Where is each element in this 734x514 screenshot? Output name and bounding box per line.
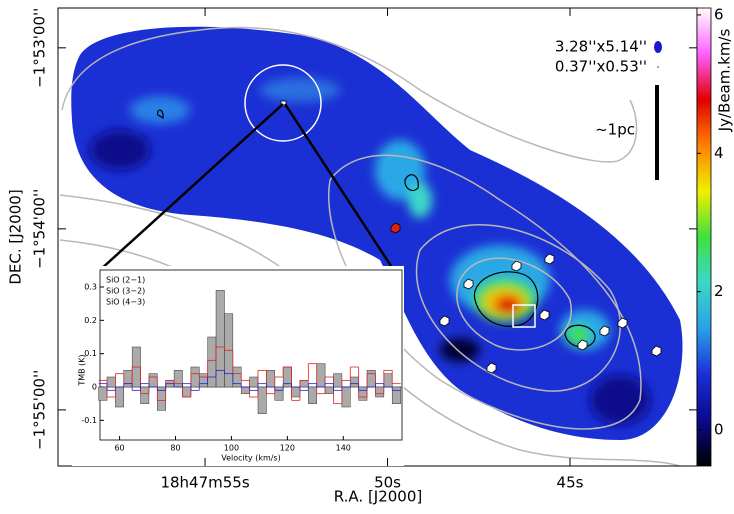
spectrum-bin	[366, 370, 376, 388]
inset-x-tick-label: 60	[114, 444, 124, 453]
inset-x-tick-label: 140	[336, 444, 351, 453]
map-structure	[90, 78, 650, 425]
x-axis-label: R.A. [J2000]	[334, 488, 423, 506]
inset-y-tick-label: 0.2	[84, 316, 97, 325]
spectrum-bin	[358, 386, 368, 401]
spectrum-aperture	[244, 64, 322, 142]
inset-background	[72, 266, 404, 466]
spectrum-bin	[316, 363, 326, 388]
x-tick-label: 18h47m55s	[160, 474, 249, 492]
map-contours	[157, 109, 596, 348]
legend-entry: SiO (4−3)	[106, 298, 145, 307]
spectrum-bin	[257, 386, 267, 414]
inset-y-tick-label: 0	[92, 383, 97, 392]
spectrum-bin	[123, 370, 133, 388]
spectrum-bin	[215, 290, 225, 388]
spectrum-bin	[350, 376, 359, 388]
inset-y-tick-label: 0.1	[84, 349, 97, 358]
spectrum-bin	[106, 376, 116, 388]
map-emission	[71, 26, 683, 440]
zoom-box	[512, 304, 536, 328]
colorbar-tick-label: 0	[714, 421, 724, 439]
spectrum-bin	[375, 386, 385, 398]
spectrum-bin	[266, 370, 276, 388]
beam-label: 3.28''x5.14''	[555, 38, 647, 56]
x-tick-label: 45s	[557, 474, 584, 492]
x-tick-label: 50s	[374, 474, 401, 492]
spectrum-bin	[341, 386, 351, 408]
spectrum-bin	[182, 386, 192, 398]
spectrum-bin	[199, 373, 208, 388]
spectrum-bin	[148, 373, 158, 388]
pointer-line	[283, 103, 397, 273]
inset-y-tick-label: -0.1	[81, 416, 97, 425]
y-tick-label: −1°54'00''	[31, 189, 49, 269]
y-tick-label: −1°55'00''	[31, 370, 49, 450]
colorbar	[696, 7, 712, 467]
colorbar-tick-label: 6	[714, 5, 724, 23]
sources	[390, 222, 662, 374]
spectrum-bin	[383, 373, 393, 388]
spectrum-bin	[140, 386, 150, 404]
spectrum-bin	[324, 386, 334, 394]
legend-entry: SiO (3−2)	[106, 287, 145, 296]
inset-x-tick-label: 120	[280, 444, 295, 453]
map-image	[59, 26, 683, 466]
colorbar-tick-label: 4	[714, 144, 724, 162]
y-tick-label: −1°53'00''	[31, 8, 49, 88]
spectrum-bin	[391, 386, 401, 404]
legend-entry: SiO (2−1)	[106, 276, 145, 285]
inset-y-label: TMB (K)	[78, 354, 87, 386]
inset-x-label: Velocity (km/s)	[221, 454, 280, 463]
y-axis-label: DEC. [J2000]	[7, 189, 25, 284]
spectrum-bin	[299, 380, 309, 388]
spectrum-bin	[115, 386, 125, 408]
inset-x-tick-label: 80	[170, 444, 180, 453]
spectrum-bin	[173, 370, 183, 388]
spectrum-bin	[291, 386, 301, 398]
spectrum-bin	[190, 366, 200, 388]
inset-frame	[99, 269, 403, 441]
scale-label: ~1pc	[595, 121, 635, 139]
beam-ellipse	[657, 66, 659, 68]
beam-label: 0.37''x0.53''	[555, 58, 647, 76]
spectrum-bin	[240, 386, 250, 394]
inset-x-tick-label: 100	[224, 444, 239, 453]
spectrum-bin	[274, 386, 284, 401]
beam-ellipse	[654, 41, 662, 53]
spectrum-bin	[249, 376, 259, 388]
spectrum-bin	[207, 336, 217, 388]
spectrum-bin	[333, 373, 343, 388]
spectrum-bin	[308, 386, 317, 404]
colorbar-label: Jy/Beam.km/s	[716, 29, 734, 133]
pointer-line	[99, 103, 284, 271]
colorbar-tick-label: 2	[714, 282, 724, 300]
spectrum-bin	[98, 386, 108, 401]
inset-y-tick-label: 0.3	[84, 283, 97, 292]
